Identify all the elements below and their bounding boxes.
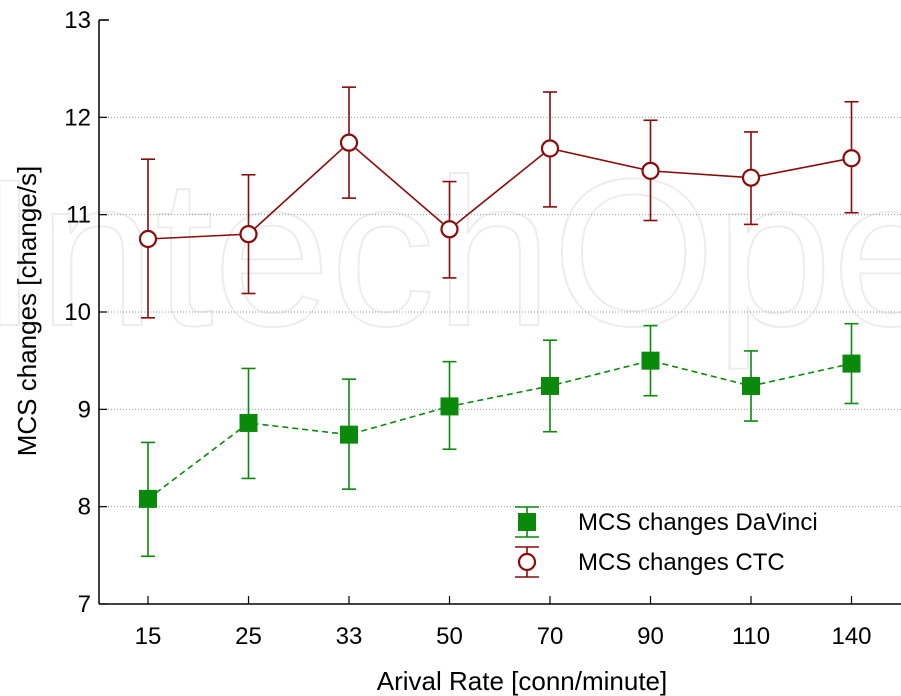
x-tick-label-140: 140 bbox=[831, 623, 871, 650]
series-1-point bbox=[239, 413, 258, 432]
legend: MCS changes DaVinci MCS changes CTC bbox=[515, 506, 818, 578]
series-layer bbox=[138, 86, 861, 558]
series-1-point bbox=[340, 425, 358, 444]
legend-entry-1: MCS changes DaVinci bbox=[515, 506, 818, 538]
series-1-point bbox=[742, 376, 760, 395]
x-tick-label-33: 33 bbox=[336, 623, 363, 650]
legend-entry-2: MCS changes CTC bbox=[515, 546, 785, 578]
watermark-text: IntechOpen bbox=[0, 135, 901, 370]
tick-labels: 7 8 9 10 11 12 13 15 25 33 50 70 90 110 140 bbox=[64, 7, 871, 650]
x-tick-label-70: 70 bbox=[537, 623, 564, 650]
x-tick-label-25: 25 bbox=[235, 623, 262, 650]
y-tick-label-8: 8 bbox=[78, 494, 91, 521]
x-tick-label-110: 110 bbox=[732, 623, 770, 650]
series-2-point bbox=[339, 133, 359, 152]
y-tick-label-10: 10 bbox=[64, 299, 91, 326]
series-1-point bbox=[440, 397, 459, 416]
axes bbox=[98, 19, 901, 605]
legend-marker-circle bbox=[517, 552, 537, 572]
series-2-point bbox=[540, 139, 560, 158]
x-tick-label-50: 50 bbox=[436, 623, 463, 650]
legend-label-2: MCS changes CTC bbox=[578, 549, 785, 576]
series-1-point bbox=[541, 376, 559, 395]
series-2 bbox=[138, 86, 861, 319]
y-tick-label-9: 9 bbox=[78, 396, 91, 423]
x-tick-label-15: 15 bbox=[135, 623, 162, 650]
series-2-line bbox=[147, 141, 852, 240]
series-1-point bbox=[842, 354, 861, 373]
series-1-point bbox=[139, 489, 157, 508]
y-axis-label: MCS changes [change/s] bbox=[12, 166, 42, 457]
y-tick-label-7: 7 bbox=[78, 591, 91, 618]
legend-label-1: MCS changes DaVinci bbox=[578, 509, 818, 536]
series-2-point bbox=[138, 229, 158, 249]
series-1-line bbox=[147, 359, 852, 500]
y-tick-label-11: 11 bbox=[66, 202, 91, 229]
series-1 bbox=[139, 322, 861, 558]
series-2-point bbox=[741, 168, 761, 187]
y-tick-label-12: 12 bbox=[64, 104, 91, 131]
series-2-point bbox=[842, 149, 861, 168]
series-2-point bbox=[440, 220, 459, 239]
legend-marker-square bbox=[518, 513, 536, 531]
series-1-point bbox=[641, 351, 660, 370]
series-2-point bbox=[641, 161, 660, 180]
x-tick-label-90: 90 bbox=[637, 623, 664, 650]
x-axis-label: Arival Rate [conn/minute] bbox=[377, 666, 667, 696]
y-tick-label-13: 13 bbox=[64, 7, 91, 34]
series-2-point bbox=[239, 225, 258, 244]
